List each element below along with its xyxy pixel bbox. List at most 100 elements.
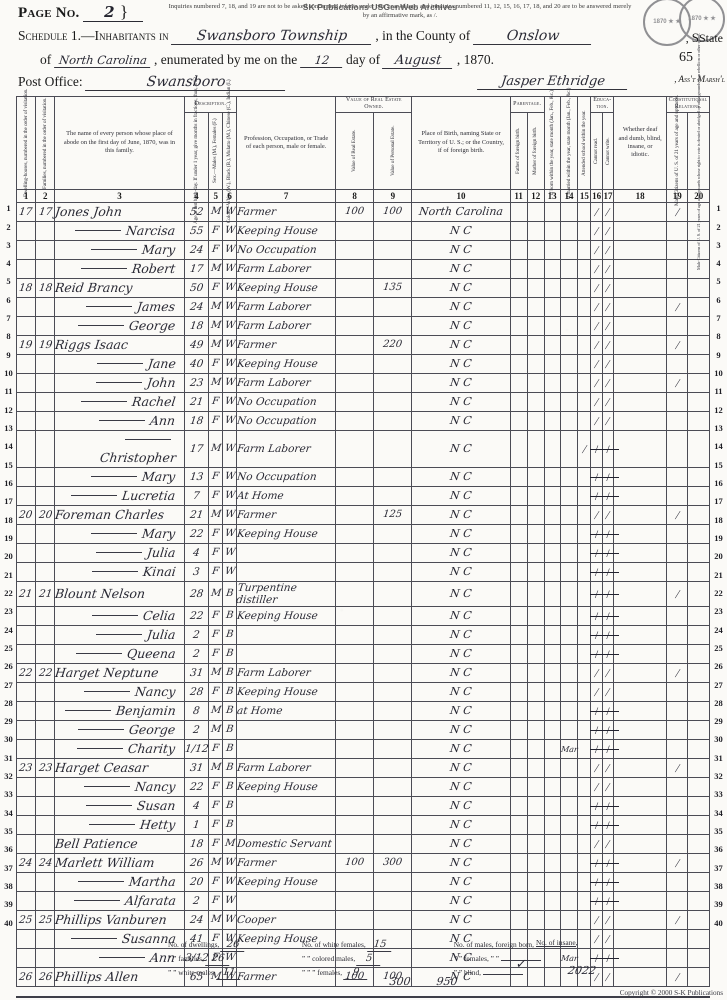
cell-real-estate[interactable] — [335, 776, 375, 797]
cell-male-citizen[interactable]: / — [666, 334, 689, 355]
cell-sex[interactable]: F — [208, 277, 224, 298]
cell-birthplace[interactable]: N C — [411, 719, 511, 740]
cell-voting-denied[interactable] — [687, 334, 710, 355]
cell-personal-estate[interactable] — [373, 833, 413, 854]
cell-male-citizen[interactable] — [666, 719, 689, 740]
cell-real-estate[interactable] — [335, 871, 375, 892]
cell-father-foreign[interactable] — [509, 776, 528, 797]
cell-personal-estate[interactable] — [373, 372, 413, 393]
cell-person-name[interactable]: Harget Neptune — [54, 662, 185, 683]
table-row[interactable]: 21 21 Blount Nelson 28 M B Turpentine distille… — [15, 580, 710, 607]
cell-attended-school[interactable] — [577, 258, 592, 279]
cell-cannot-write[interactable]: / — [601, 239, 615, 260]
cell-sex[interactable]: F — [208, 542, 224, 563]
cell-family-number[interactable] — [35, 353, 56, 374]
enumerator-field[interactable]: Jasper Ethridge — [477, 74, 629, 90]
cell-married-in-year[interactable] — [559, 795, 579, 816]
cell-disability[interactable] — [613, 485, 668, 506]
cell-father-foreign[interactable] — [509, 738, 528, 759]
cell-cannot-write[interactable]: / — [600, 890, 621, 911]
table-row[interactable]: 18 18 Reid Brancy 50 F W Keeping House 135 N C / / — [15, 277, 710, 298]
cell-color[interactable]: W — [222, 429, 238, 468]
cell-mother-foreign[interactable] — [526, 909, 545, 930]
cell-birthplace[interactable]: N C — [411, 239, 511, 260]
cell-mother-foreign[interactable] — [526, 738, 545, 759]
cell-male-citizen[interactable] — [666, 220, 689, 241]
cell-married-in-year[interactable] — [559, 372, 579, 393]
cell-real-estate[interactable] — [335, 662, 375, 683]
table-row[interactable]: Queena 2 F B N C / / — [15, 643, 710, 664]
cell-father-foreign[interactable] — [509, 485, 528, 506]
cell-cannot-write[interactable]: / — [601, 201, 615, 222]
cell-person-name[interactable]: Phillips Allen — [54, 966, 185, 987]
cell-occupation[interactable]: Cooper — [236, 909, 337, 930]
cell-married-in-year[interactable] — [559, 239, 579, 260]
cell-cannot-read[interactable]: / — [590, 239, 603, 260]
cell-real-estate[interactable] — [335, 220, 375, 241]
cell-married-in-year[interactable] — [559, 852, 579, 873]
cell-born-in-year[interactable] — [543, 700, 561, 721]
cell-birthplace[interactable]: N C — [411, 429, 511, 468]
cell-dwelling-number[interactable] — [15, 928, 37, 949]
cell-real-estate[interactable] — [335, 504, 375, 525]
cell-birthplace[interactable]: N C — [411, 410, 511, 431]
cell-sex[interactable]: F — [208, 776, 224, 797]
day-field[interactable]: 12 — [299, 53, 344, 68]
cell-male-citizen[interactable] — [666, 814, 689, 835]
cell-age[interactable]: 22 — [183, 776, 210, 797]
cell-occupation[interactable]: Keeping House — [236, 871, 337, 892]
cell-age[interactable]: 23 — [183, 372, 210, 393]
cell-personal-estate[interactable] — [373, 719, 413, 740]
cell-real-estate[interactable] — [335, 681, 375, 702]
cell-family-number[interactable] — [35, 738, 56, 759]
cell-real-estate[interactable] — [335, 605, 375, 626]
cell-occupation[interactable] — [236, 561, 337, 582]
cell-person-name[interactable]: Marlett William — [54, 852, 185, 873]
cell-person-name[interactable]: James — [54, 296, 185, 317]
cell-personal-estate[interactable] — [373, 814, 413, 835]
cell-color[interactable]: B — [222, 662, 238, 683]
cell-disability[interactable] — [613, 947, 668, 968]
cell-born-in-year[interactable] — [543, 334, 561, 355]
cell-person-name[interactable]: Kinai — [54, 561, 185, 582]
cell-mother-foreign[interactable] — [526, 561, 545, 582]
cell-disability[interactable] — [613, 542, 668, 563]
cell-personal-estate[interactable] — [373, 776, 413, 797]
cell-occupation[interactable]: No Occupation — [236, 466, 337, 487]
cell-birthplace[interactable]: N C — [411, 504, 511, 525]
cell-married-in-year[interactable] — [559, 890, 579, 911]
cell-disability[interactable] — [613, 852, 668, 873]
cell-dwelling-number[interactable] — [15, 561, 37, 582]
cell-personal-estate[interactable] — [373, 542, 413, 563]
cell-born-in-year[interactable] — [543, 738, 561, 759]
post-office-field[interactable]: Swansboro — [84, 74, 288, 91]
cell-dwelling-number[interactable]: 21 — [15, 580, 37, 607]
cell-cannot-write[interactable]: / — [600, 542, 621, 563]
cell-attended-school[interactable] — [577, 504, 592, 525]
cell-cannot-read[interactable]: / — [590, 681, 603, 702]
cell-family-number[interactable]: 22 — [35, 662, 56, 683]
cell-cannot-read[interactable]: / — [590, 334, 603, 355]
cell-occupation[interactable]: Domestic Servant — [236, 833, 337, 854]
cell-family-number[interactable]: 21 — [35, 580, 56, 607]
cell-birthplace[interactable]: N C — [411, 795, 511, 816]
table-row[interactable]: Narcisa 55 F W Keeping House N C / / — [15, 220, 710, 241]
cell-birthplace[interactable]: N C — [411, 353, 511, 374]
cell-sex[interactable]: F — [208, 220, 224, 241]
cell-dwelling-number[interactable] — [15, 410, 37, 431]
cell-voting-denied[interactable] — [687, 485, 710, 506]
cell-family-number[interactable] — [35, 258, 56, 279]
cell-father-foreign[interactable] — [509, 315, 528, 336]
cell-voting-denied[interactable] — [687, 466, 710, 487]
cell-married-in-year[interactable] — [559, 776, 579, 797]
cell-mother-foreign[interactable] — [526, 833, 545, 854]
cell-father-foreign[interactable] — [509, 523, 528, 544]
table-row[interactable]: Charity 1/12 F B N C Mar / / — [15, 738, 710, 759]
cell-color[interactable]: W — [222, 871, 238, 892]
cell-male-citizen[interactable]: / — [666, 757, 689, 778]
cell-family-number[interactable] — [35, 605, 56, 626]
cell-dwelling-number[interactable]: 26 — [15, 966, 37, 987]
cell-occupation[interactable]: Farm Laborer — [236, 315, 337, 336]
cell-mother-foreign[interactable] — [526, 814, 545, 835]
cell-family-number[interactable]: 18 — [35, 277, 56, 298]
